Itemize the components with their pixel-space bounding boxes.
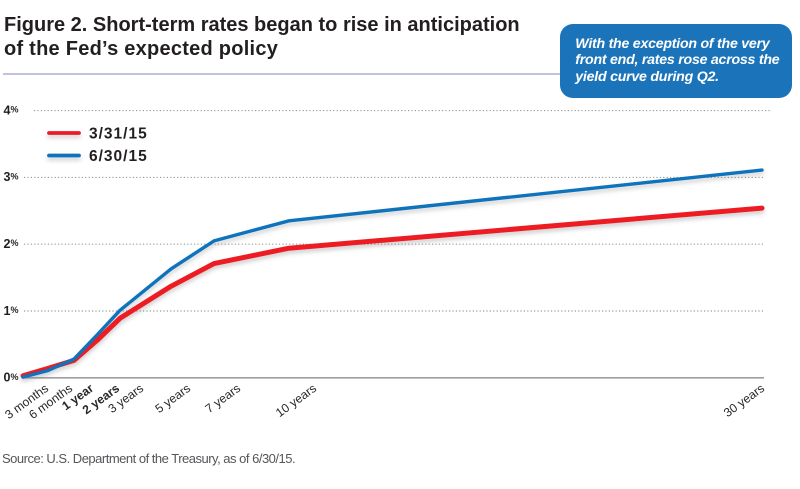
svg-text:30 years: 30 years <box>721 381 767 420</box>
svg-text:4%: 4% <box>4 103 19 117</box>
svg-text:3%: 3% <box>4 170 19 184</box>
svg-text:5 years: 5 years <box>152 381 193 416</box>
svg-text:10 years: 10 years <box>273 381 319 420</box>
svg-text:7 years: 7 years <box>202 381 243 416</box>
svg-text:6/30/15: 6/30/15 <box>89 148 148 165</box>
svg-text:1%: 1% <box>4 304 19 318</box>
svg-text:3/31/15: 3/31/15 <box>89 126 148 143</box>
svg-text:0%: 0% <box>4 371 19 385</box>
svg-text:2%: 2% <box>4 237 19 251</box>
